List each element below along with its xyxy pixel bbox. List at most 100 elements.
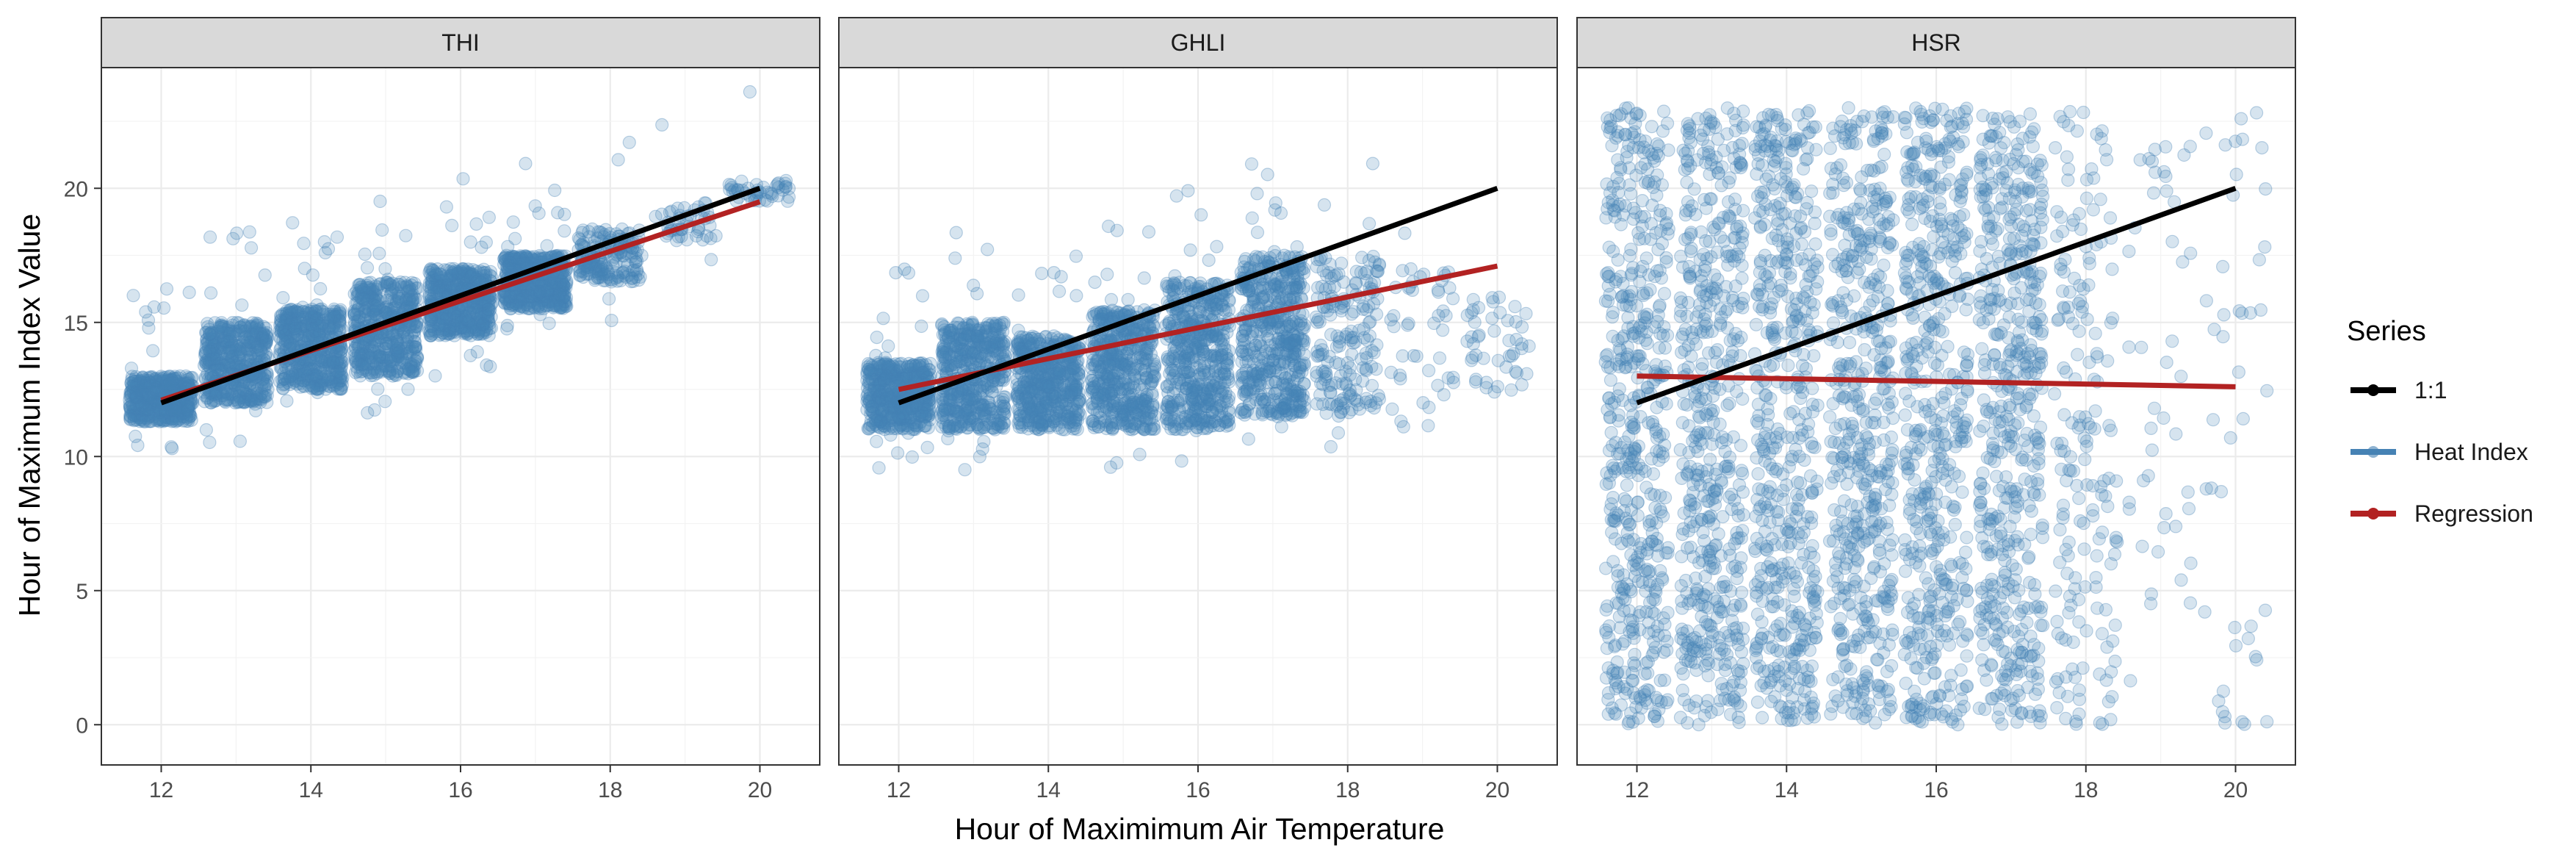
data-point [500, 318, 514, 333]
data-point [203, 435, 217, 450]
data-point [394, 275, 408, 290]
data-point [167, 377, 181, 391]
data-point [297, 237, 311, 251]
data-point [149, 372, 163, 386]
data-point [937, 348, 950, 362]
data-point [129, 388, 143, 402]
data-point [330, 323, 344, 337]
data-point [151, 378, 165, 392]
data-point [479, 235, 494, 249]
data-point [884, 428, 898, 442]
y-tick-label: 10 [64, 445, 88, 470]
data-point [558, 224, 571, 238]
data-point [548, 183, 562, 198]
data-point [944, 359, 959, 373]
data-point [280, 394, 294, 408]
data-point [889, 266, 903, 280]
data-point [878, 351, 892, 365]
data-point [165, 414, 178, 428]
data-point [135, 391, 149, 405]
data-point [378, 395, 392, 409]
data-point [128, 372, 142, 386]
data-point [367, 332, 380, 346]
data-point [165, 375, 179, 389]
data-point [138, 414, 152, 429]
data-point [528, 199, 542, 213]
data-point [405, 339, 419, 353]
data-point [369, 299, 383, 313]
data-point [140, 378, 154, 392]
data-point [445, 218, 459, 232]
data-point [984, 384, 999, 399]
data-point [150, 375, 165, 389]
data-point [173, 400, 187, 414]
data-point [286, 216, 300, 230]
data-point [276, 291, 290, 305]
data-point [219, 384, 233, 399]
data-point [949, 226, 963, 240]
y-tick-label: 20 [64, 177, 88, 201]
data-point [134, 374, 148, 389]
data-point [358, 247, 372, 262]
data-point [709, 229, 723, 242]
data-point [373, 194, 387, 209]
data-point [134, 389, 148, 403]
data-point [860, 373, 874, 388]
data-point [998, 335, 1012, 349]
data-point [884, 395, 898, 409]
data-point [998, 390, 1012, 404]
data-point [156, 377, 170, 391]
data-point [145, 398, 159, 411]
data-point [326, 356, 340, 370]
gridlines [101, 68, 820, 765]
data-point [432, 281, 446, 295]
data-point [123, 389, 138, 403]
facet-strip-label: THI [441, 29, 480, 56]
data-point [293, 367, 307, 381]
data-point [611, 153, 625, 167]
data-point [424, 328, 438, 342]
data-point [470, 270, 485, 284]
data-point [167, 409, 181, 424]
data-point [132, 400, 146, 414]
x-tick-label: 12 [149, 778, 173, 802]
data-point [257, 379, 271, 393]
data-point [519, 157, 533, 170]
data-point [920, 440, 934, 455]
data-point [463, 348, 477, 362]
data-point [130, 409, 144, 423]
x-tick-label: 14 [299, 778, 323, 802]
facet-strip-label: GHLI [1171, 29, 1226, 56]
data-point [160, 410, 174, 425]
data-point [602, 292, 616, 306]
data-point [245, 241, 259, 255]
data-point [996, 403, 1010, 417]
data-point [233, 391, 247, 405]
data-point [311, 385, 325, 400]
data-point [481, 308, 495, 322]
data-point [914, 319, 928, 334]
data-point [139, 390, 153, 405]
data-point [299, 328, 313, 342]
data-point [151, 384, 165, 398]
data-point [296, 301, 310, 315]
data-point [469, 217, 483, 231]
data-point [500, 261, 514, 275]
facet-strip [101, 17, 820, 68]
data-point [540, 239, 554, 253]
data-point [989, 319, 1003, 333]
data-point [557, 270, 571, 284]
data-point [456, 172, 470, 186]
data-point [259, 333, 273, 347]
data-point [167, 403, 181, 417]
data-point [129, 429, 142, 444]
data-point [881, 339, 895, 353]
data-point [975, 442, 989, 456]
data-point [138, 409, 153, 423]
data-point [361, 261, 375, 275]
data-point [318, 245, 332, 259]
data-point [128, 403, 142, 417]
data-point [696, 233, 710, 247]
